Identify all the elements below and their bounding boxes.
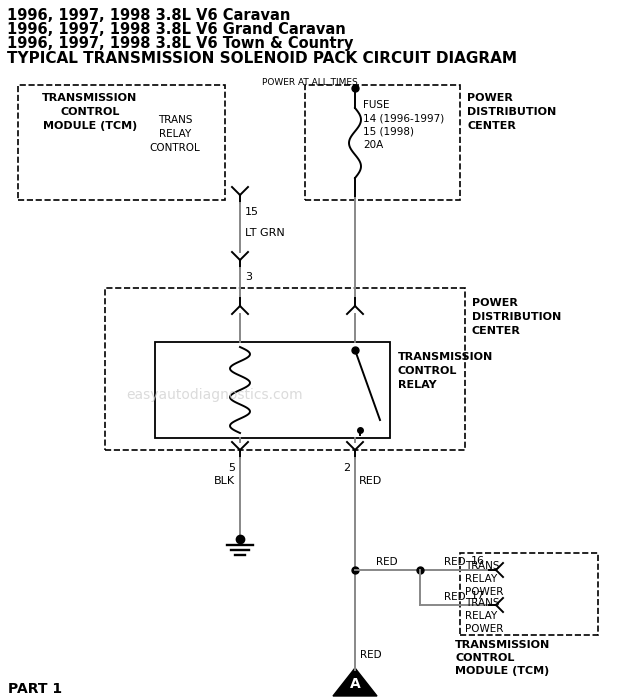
Text: TRANSMISSION
CONTROL
MODULE (TCM): TRANSMISSION CONTROL MODULE (TCM): [43, 93, 138, 131]
Polygon shape: [333, 668, 377, 696]
Text: RED: RED: [359, 476, 383, 486]
Text: 1996, 1997, 1998 3.8L V6 Caravan: 1996, 1997, 1998 3.8L V6 Caravan: [7, 8, 290, 23]
Text: 3: 3: [245, 272, 252, 282]
Text: TRANSMISSION
CONTROL
MODULE (TCM): TRANSMISSION CONTROL MODULE (TCM): [455, 640, 550, 676]
Text: POWER AT ALL TIMES: POWER AT ALL TIMES: [262, 78, 358, 87]
Bar: [105, 288, 465, 450]
Text: POWER
DISTRIBUTION
CENTER: POWER DISTRIBUTION CENTER: [472, 298, 561, 336]
Text: 15: 15: [245, 207, 259, 217]
Text: TRANS
RELAY
CONTROL: TRANS RELAY CONTROL: [150, 115, 200, 153]
Text: PART 1: PART 1: [8, 682, 62, 696]
Text: TRANS
RELAY
POWER: TRANS RELAY POWER: [465, 561, 504, 597]
Text: RED: RED: [376, 557, 398, 567]
Text: RED: RED: [360, 650, 382, 660]
Text: 2: 2: [343, 463, 350, 473]
Bar: [460, 553, 598, 635]
Text: 16: 16: [471, 556, 485, 566]
Text: FUSE
14 (1996-1997)
15 (1998)
20A: FUSE 14 (1996-1997) 15 (1998) 20A: [363, 100, 444, 150]
Text: POWER
DISTRIBUTION
CENTER: POWER DISTRIBUTION CENTER: [467, 93, 556, 131]
Text: 17: 17: [471, 591, 485, 601]
Text: TYPICAL TRANSMISSION SOLENOID PACK CIRCUIT DIAGRAM: TYPICAL TRANSMISSION SOLENOID PACK CIRCU…: [7, 51, 517, 66]
Text: BLK: BLK: [214, 476, 235, 486]
Text: LT GRN: LT GRN: [245, 228, 285, 238]
Bar: [155, 342, 390, 438]
Text: 1996, 1997, 1998 3.8L V6 Grand Caravan: 1996, 1997, 1998 3.8L V6 Grand Caravan: [7, 22, 345, 37]
Text: RED: RED: [444, 557, 466, 567]
Text: A: A: [350, 677, 360, 691]
Text: easyautodiagnostics.com: easyautodiagnostics.com: [127, 388, 303, 402]
Bar: [18, 85, 225, 200]
Text: 5: 5: [228, 463, 235, 473]
Text: 1996, 1997, 1998 3.8L V6 Town & Country: 1996, 1997, 1998 3.8L V6 Town & Country: [7, 36, 353, 51]
Bar: [305, 85, 460, 200]
Text: TRANSMISSION
CONTROL
RELAY: TRANSMISSION CONTROL RELAY: [398, 352, 493, 390]
Text: TRANS
RELAY
POWER: TRANS RELAY POWER: [465, 598, 504, 634]
Text: RED: RED: [444, 592, 466, 602]
